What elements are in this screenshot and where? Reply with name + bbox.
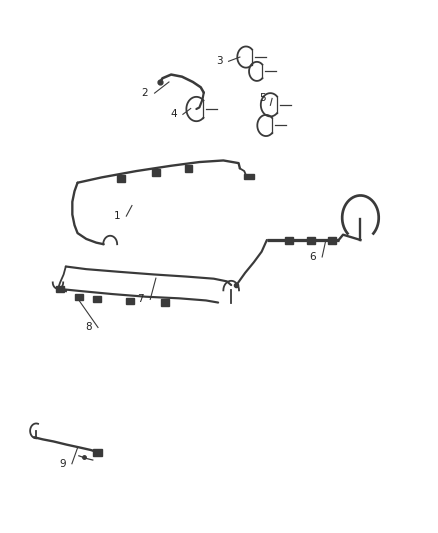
Bar: [161, 300, 169, 306]
Bar: [117, 175, 125, 182]
Text: 8: 8: [85, 322, 92, 333]
Text: 6: 6: [309, 252, 316, 262]
Bar: [152, 169, 160, 176]
Bar: [75, 294, 83, 301]
Bar: [185, 165, 192, 172]
Bar: [328, 237, 336, 244]
Bar: [93, 449, 102, 456]
Text: 7: 7: [138, 294, 144, 304]
Bar: [126, 298, 134, 304]
Bar: [244, 174, 254, 179]
Bar: [307, 237, 315, 244]
Bar: [93, 296, 101, 302]
Text: 9: 9: [59, 459, 66, 469]
Text: 5: 5: [259, 93, 266, 103]
Text: 4: 4: [170, 109, 177, 119]
Text: 1: 1: [113, 211, 120, 221]
Text: 2: 2: [142, 88, 148, 98]
Bar: [56, 286, 64, 292]
Bar: [285, 237, 293, 244]
Text: 3: 3: [215, 56, 223, 66]
